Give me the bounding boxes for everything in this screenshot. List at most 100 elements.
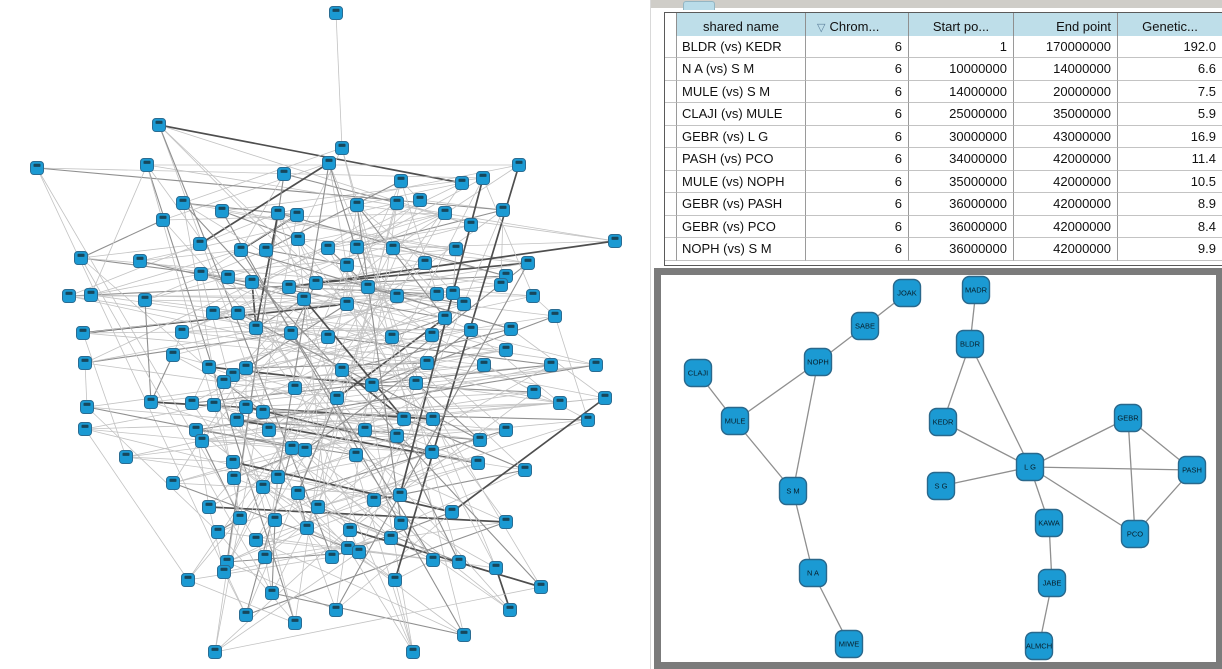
network-node[interactable] <box>397 412 411 426</box>
network-edge-noph-sm[interactable] <box>792 361 819 492</box>
network-node[interactable] <box>245 275 259 289</box>
network-node[interactable] <box>420 356 434 370</box>
network-node[interactable] <box>195 434 209 448</box>
network-node[interactable] <box>330 391 344 405</box>
network-node[interactable] <box>206 306 220 320</box>
network-node[interactable] <box>259 243 273 257</box>
table-cell-genetic-distance[interactable]: 8.9 <box>1118 193 1222 216</box>
network-node[interactable] <box>430 287 444 301</box>
network-node[interactable] <box>589 358 603 372</box>
network-node[interactable] <box>503 603 517 617</box>
network-node[interactable] <box>494 278 508 292</box>
table-cell-chromosome[interactable]: 6 <box>806 215 909 238</box>
network-node[interactable] <box>140 158 154 172</box>
table-cell-genetic-distance[interactable]: 6.6 <box>1118 58 1222 81</box>
table-cell-start-position[interactable]: 36000000 <box>909 215 1014 238</box>
table-cell-end-point[interactable]: 42000000 <box>1014 170 1118 193</box>
network-edge-bldr-lg[interactable] <box>969 343 1031 468</box>
network-node[interactable] <box>189 423 203 437</box>
network-node[interactable] <box>521 256 535 270</box>
network-node[interactable] <box>175 325 189 339</box>
network-node[interactable] <box>202 360 216 374</box>
network-node[interactable] <box>207 398 221 412</box>
network-node[interactable] <box>277 167 291 181</box>
network-node[interactable] <box>425 328 439 342</box>
network-node[interactable] <box>406 645 420 659</box>
network-node[interactable] <box>361 280 375 294</box>
network-node[interactable] <box>499 343 513 357</box>
network-node[interactable] <box>321 241 335 255</box>
network-node[interactable] <box>291 232 305 246</box>
table-cell-genetic-distance[interactable]: 8.4 <box>1118 215 1222 238</box>
table-cell-genetic-distance[interactable]: 192.0 <box>1118 35 1222 58</box>
network-node-pco[interactable]: PCO <box>1120 519 1150 549</box>
network-node[interactable] <box>457 628 471 642</box>
network-node[interactable] <box>249 533 263 547</box>
network-node[interactable] <box>152 118 166 132</box>
network-node[interactable] <box>518 463 532 477</box>
table-cell-end-point[interactable]: 20000000 <box>1014 80 1118 103</box>
table-cell-start-position[interactable]: 10000000 <box>909 58 1014 81</box>
network-node-s-m[interactable]: S M <box>778 476 808 506</box>
network-node[interactable] <box>256 405 270 419</box>
network-node[interactable] <box>455 176 469 190</box>
table-cell-end-point[interactable]: 42000000 <box>1014 215 1118 238</box>
network-node[interactable] <box>471 456 485 470</box>
network-node[interactable] <box>230 413 244 427</box>
table-cell-shared-name[interactable]: MULE (vs) S M <box>677 80 806 103</box>
table-cell-shared-name[interactable]: BLDR (vs) KEDR <box>677 35 806 58</box>
network-node-madr[interactable]: MADR <box>961 275 991 305</box>
network-node[interactable] <box>365 378 379 392</box>
table-cell-start-position[interactable]: 36000000 <box>909 193 1014 216</box>
network-node[interactable] <box>234 243 248 257</box>
network-node[interactable] <box>233 511 247 525</box>
network-node[interactable] <box>30 161 44 175</box>
network-node[interactable] <box>553 396 567 410</box>
network-node[interactable] <box>217 375 231 389</box>
table-cell-start-position[interactable]: 14000000 <box>909 80 1014 103</box>
table-cell-end-point[interactable]: 43000000 <box>1014 125 1118 148</box>
table-cell-start-position[interactable]: 34000000 <box>909 148 1014 171</box>
network-node[interactable] <box>298 443 312 457</box>
main-network-view[interactable] <box>0 0 650 669</box>
network-node[interactable] <box>499 423 513 437</box>
network-node[interactable] <box>193 237 207 251</box>
network-node[interactable] <box>446 286 460 300</box>
network-node[interactable] <box>499 515 513 529</box>
network-node[interactable] <box>176 196 190 210</box>
table-cell-shared-name[interactable]: CLAJI (vs) MULE <box>677 103 806 126</box>
filter-icon[interactable]: ▽ <box>817 22 826 34</box>
table-cell-shared-name[interactable]: N A (vs) S M <box>677 58 806 81</box>
network-node[interactable] <box>256 480 270 494</box>
network-node[interactable] <box>300 521 314 535</box>
network-node[interactable] <box>217 565 231 579</box>
network-node[interactable] <box>166 348 180 362</box>
network-node[interactable] <box>418 256 432 270</box>
network-node[interactable] <box>74 251 88 265</box>
network-node[interactable] <box>322 156 336 170</box>
network-node[interactable] <box>512 158 526 172</box>
network-node[interactable] <box>608 234 622 248</box>
table-cell-genetic-distance[interactable]: 5.9 <box>1118 103 1222 126</box>
network-node-claji[interactable]: CLAJI <box>683 358 713 388</box>
network-node-noph[interactable]: NOPH <box>803 347 833 377</box>
network-node[interactable] <box>62 289 76 303</box>
network-node[interactable] <box>438 311 452 325</box>
network-node[interactable] <box>329 603 343 617</box>
table-cell-end-point[interactable]: 14000000 <box>1014 58 1118 81</box>
network-node[interactable] <box>452 555 466 569</box>
network-node[interactable] <box>390 196 404 210</box>
network-node[interactable] <box>211 525 225 539</box>
network-node[interactable] <box>473 433 487 447</box>
network-node-s-g[interactable]: S G <box>926 471 956 501</box>
table-cell-start-position[interactable]: 30000000 <box>909 125 1014 148</box>
network-edge-lg-pco[interactable] <box>1029 466 1136 535</box>
network-node-sabe[interactable]: SABE <box>850 311 880 341</box>
network-node[interactable] <box>390 289 404 303</box>
table-cell-chromosome[interactable]: 6 <box>806 58 909 81</box>
network-node[interactable] <box>194 267 208 281</box>
network-node[interactable] <box>426 553 440 567</box>
network-node[interactable] <box>352 545 366 559</box>
network-node[interactable] <box>78 356 92 370</box>
network-node[interactable] <box>271 470 285 484</box>
